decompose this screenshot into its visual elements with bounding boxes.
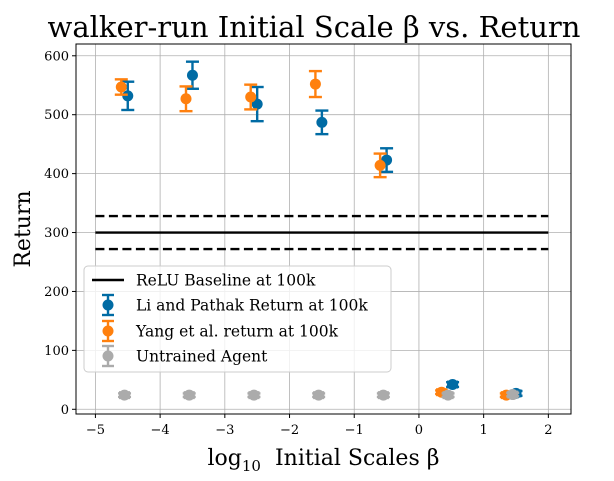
x-tick-label: 2 — [544, 423, 552, 438]
legend-label: Li and Pathak Return at 100k — [136, 297, 368, 315]
data-point — [442, 389, 454, 401]
plot-area — [95, 60, 549, 401]
data-point — [119, 389, 131, 401]
legend-marker-swatch — [102, 325, 114, 337]
x-tick-label: −2 — [280, 423, 299, 438]
legend-marker-swatch — [102, 299, 114, 311]
data-point — [447, 379, 459, 391]
data-point — [186, 69, 198, 81]
y-ticks: 0 100 200 300 400 500 600 — [44, 49, 76, 418]
x-axis-label-log: log — [208, 446, 242, 471]
x-axis-label-sub: 10 — [242, 457, 261, 475]
x-axis-label: log10 Initial Scales β — [208, 446, 440, 475]
series-0 — [121, 60, 523, 399]
data-point — [183, 389, 195, 401]
y-tick-label: 0 — [61, 403, 69, 418]
plot-frame — [75, 43, 572, 415]
data-point — [248, 389, 260, 401]
data-point — [309, 78, 321, 90]
data-point — [377, 389, 389, 401]
y-tick-label: 200 — [44, 285, 69, 300]
data-point — [115, 81, 127, 93]
x-tick-label: 0 — [415, 423, 423, 438]
legend: ReLU Baseline at 100k Li and Pathak Retur… — [83, 265, 392, 373]
data-point — [180, 93, 192, 105]
data-point — [245, 91, 257, 103]
data-point — [374, 159, 386, 171]
x-tick-label: −3 — [215, 423, 234, 438]
data-point — [313, 389, 325, 401]
legend-label-baseline: ReLU Baseline at 100k — [136, 272, 316, 290]
data-point — [316, 116, 328, 128]
legend-marker-swatch — [102, 350, 114, 362]
series-2 — [118, 389, 520, 401]
y-tick-label: 400 — [44, 167, 69, 182]
y-tick-label: 100 — [44, 344, 69, 359]
legend-box — [83, 265, 392, 373]
y-tick-label: 500 — [44, 108, 69, 123]
x-ticks: −5 −4 −3 −2 −1 0 1 2 — [86, 414, 552, 438]
chart-title: walker-run Initial Scale β vs. Return — [48, 10, 581, 44]
x-tick-label: −4 — [151, 423, 170, 438]
legend-label: Yang et al. return at 100k — [135, 323, 339, 341]
y-tick-label: 600 — [44, 49, 69, 64]
data-point — [251, 98, 263, 110]
x-tick-label: −5 — [86, 423, 105, 438]
x-tick-label: 1 — [480, 423, 488, 438]
legend-label: Untrained Agent — [136, 348, 268, 366]
y-tick-label: 300 — [44, 226, 69, 241]
series-1 — [114, 69, 513, 401]
y-axis-label: Return — [11, 190, 36, 267]
x-tick-label: −1 — [345, 423, 364, 438]
data-point — [507, 389, 519, 401]
x-axis-label-main: Initial Scales β — [261, 446, 439, 471]
